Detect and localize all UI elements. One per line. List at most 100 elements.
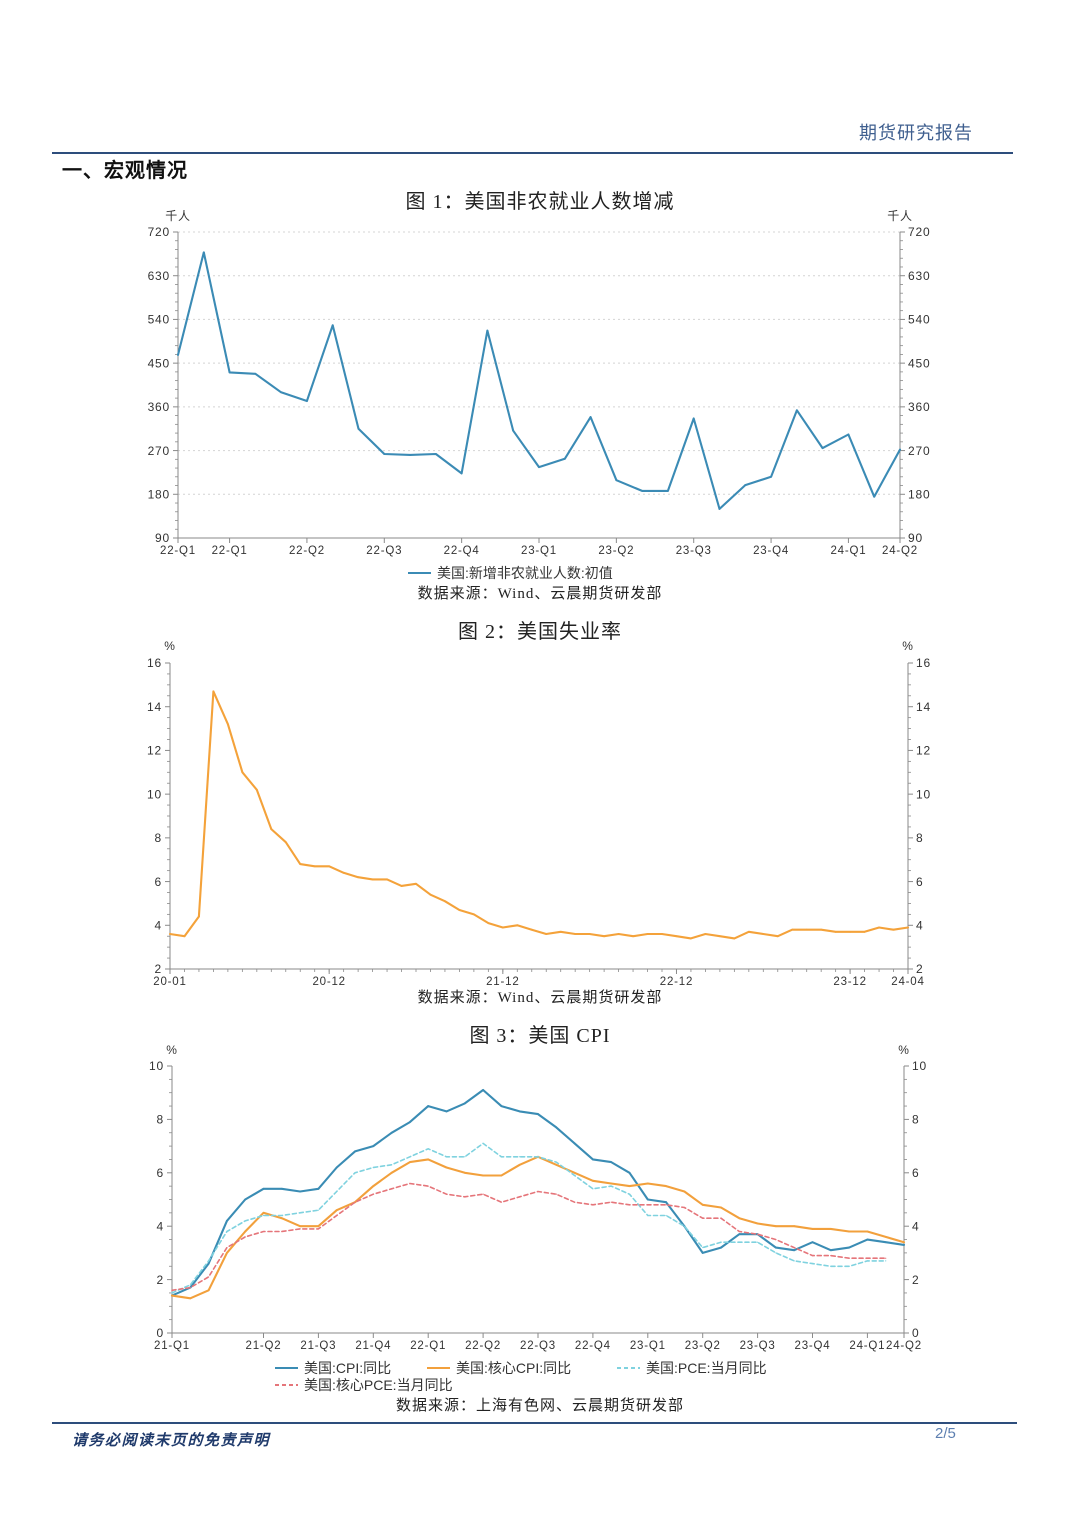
- chart-3-x-tick-label: 21-Q2: [246, 1340, 282, 1352]
- chart-3-series-4-data-point: [848, 1257, 850, 1259]
- chart-2-series-line-1: [168, 690, 910, 940]
- chart-2-series-1-data-point: [632, 935, 634, 938]
- chart-3-series-1-data-point: [299, 1190, 301, 1193]
- chart-3-series-1-data-point: [628, 1171, 631, 1174]
- chart-3-series-2-data-point: [171, 1294, 173, 1297]
- chart-1-x-tick-label: 23-Q2: [598, 545, 634, 557]
- chart-2-series-1-data-point: [545, 933, 548, 935]
- chart-3-y-tick-label-left: 8: [157, 1113, 164, 1127]
- chart-1-title: 图 1：美国非农就业人数增减: [405, 191, 675, 213]
- chart-3-series-3-data-point: [354, 1172, 356, 1174]
- chart-3-series-4-data-point: [372, 1193, 374, 1195]
- chart-2-series-1-data-point: [907, 926, 909, 929]
- chart-1-y-tick-label-left: 540: [148, 313, 170, 327]
- chart-2-series-1-data-point: [487, 922, 490, 924]
- chart-2-series-1-data-point: [878, 926, 880, 929]
- chart-3-y-tick-label-left: 2: [157, 1273, 164, 1287]
- chart-2-y-tick-label-right: 2: [916, 962, 923, 976]
- chart-3-series-3-data-point: [848, 1265, 850, 1267]
- chart-2-series-1-data-point: [198, 915, 200, 918]
- chart-3-series-1-data-point: [226, 1219, 228, 1222]
- chart-3-series-2-data-point: [409, 1161, 411, 1164]
- chart-1-series-1-data-point: [770, 475, 772, 478]
- chart-3-series-4-data-point: [866, 1257, 869, 1259]
- footer-rule: [52, 1422, 1017, 1424]
- chart-3-x-tick-label: 23-Q4: [795, 1340, 831, 1352]
- chart-2-series-1-data-point: [400, 885, 403, 887]
- chart-3-series-4-data-point: [482, 1193, 484, 1195]
- chart-3-series-line-1: [170, 1088, 906, 1297]
- chart-1-series-1-data-point: [434, 453, 437, 455]
- chart-3-series-4-data-point: [702, 1217, 704, 1219]
- chart-2-series-1-data-point: [661, 933, 663, 935]
- chart-2-series-1-data-point: [559, 930, 562, 933]
- chart-1-y-tick-label-right: 450: [908, 356, 930, 370]
- chart-3-series-4-data-point: [281, 1230, 283, 1233]
- chart-2-y-tick-label-left: 14: [147, 700, 162, 714]
- chart-3-y-tick-label-right: 0: [912, 1326, 919, 1340]
- chart-2-y-tick-label-right: 14: [916, 700, 931, 714]
- chart-3-series-2-data-point: [701, 1203, 704, 1206]
- chart-3-series-2-data-point: [756, 1222, 759, 1225]
- chart-3-series-2-data-point: [244, 1230, 247, 1233]
- chart-2-series-1-data-point: [371, 878, 374, 881]
- chart-3-series-1-data-point: [555, 1126, 558, 1129]
- chart-3-y-tick-label-right: 8: [912, 1113, 919, 1127]
- chart-3-series-4-data-point: [445, 1193, 448, 1195]
- chart-3-series-3-data-point: [299, 1212, 301, 1214]
- chart-3-series-4-data-point: [757, 1233, 759, 1235]
- chart-3-series-2-data-point: [317, 1225, 320, 1228]
- chart-3-y-tick-label-left: 4: [157, 1219, 164, 1233]
- chart-3-source: 数据来源：上海有色网、云晨期货研发部: [395, 1398, 684, 1414]
- chart-1-series-1-data-point: [383, 453, 386, 455]
- chart-3-series-4-data-point: [720, 1217, 722, 1219]
- chart-2-series-1-data-point: [849, 930, 852, 933]
- chart-1-series-1-data-point: [177, 353, 179, 356]
- chart-3-series-2-data-point: [299, 1225, 301, 1228]
- chart-1-series-1-data-point: [795, 409, 798, 412]
- chart-3-series-4-data-point: [738, 1230, 740, 1233]
- chart-3-series-4-data-point: [592, 1204, 594, 1206]
- chart-2-series-1-data-point: [270, 828, 273, 831]
- chart-1-x-tick-label: 22-Q1: [212, 545, 248, 557]
- chart-3-series-1-data-point: [518, 1110, 521, 1113]
- chart-1-source: 数据来源：Wind、云晨期货研发部: [417, 586, 663, 602]
- chart-3-series-3-data-point: [610, 1185, 612, 1187]
- chart-3-series-line-2: [170, 1155, 906, 1300]
- chart-3-series-1-data-point: [317, 1187, 320, 1190]
- chart-1-y-tick-label-left: 630: [148, 269, 170, 283]
- chart-1-nonfarm-payrolls: 720 720 630 630 540 540 450 450 360 360 270 270 180 1…: [148, 209, 930, 581]
- chart-1-y-tick-label-right: 270: [908, 444, 930, 458]
- chart-2-series-1-data-point: [342, 871, 345, 874]
- chart-3-series-3-data-point: [647, 1214, 649, 1217]
- chart-1-series-1-data-point: [512, 429, 515, 432]
- chart-1-y-tick-label-right: 720: [908, 225, 930, 239]
- section-title: 一、宏观情况: [62, 160, 188, 182]
- chart-1-y-tick-label-left: 720: [148, 225, 170, 239]
- chart-3-series-2-data-point: [555, 1163, 558, 1166]
- chart-1-series-1-data-point: [873, 495, 876, 498]
- chart-3-us-cpi: 10 10 8 8 6 6 4 4 2 2 0 0% % 21-Q1 21-Q2 21-Q3 21-Q4 22-Q…: [149, 1043, 926, 1393]
- chart-2-unit-label-left: %: [164, 639, 175, 653]
- chart-3-series-2-data-point: [445, 1166, 448, 1169]
- chart-3-series-1-data-point: [829, 1249, 832, 1252]
- chart-3-series-3-data-point: [281, 1214, 283, 1217]
- chart-3-series-1-data-point: [720, 1246, 722, 1249]
- chart-3-series-3-data-point: [427, 1148, 429, 1150]
- chart-3-series-1-data-point: [244, 1198, 247, 1201]
- chart-2-y-tick-label-left: 4: [155, 918, 162, 932]
- chart-3-series-3-data-point: [244, 1220, 246, 1222]
- chart-2-series-1-data-point: [574, 933, 577, 935]
- chart-3-series-4-data-point: [610, 1201, 612, 1203]
- chart-1-x-tick-label: 23-Q4: [753, 545, 789, 557]
- chart-2-series-1-data-point: [183, 935, 186, 938]
- chart-1-series-1-data-point: [460, 472, 463, 475]
- chart-1-series-1-data-point: [254, 372, 257, 375]
- chart-3-x-tick-label: 24-Q2: [886, 1340, 922, 1352]
- chart-3-series-2-data-point: [189, 1297, 192, 1300]
- chart-1-y-tick-label-right: 90: [908, 531, 923, 545]
- chart-3-series-4-data-point: [793, 1246, 795, 1249]
- report-type-label: 期货研究报告: [859, 123, 973, 143]
- chart-2-x-tick-label: 23-12: [833, 976, 866, 988]
- chart-3-series-2-data-point: [207, 1289, 210, 1292]
